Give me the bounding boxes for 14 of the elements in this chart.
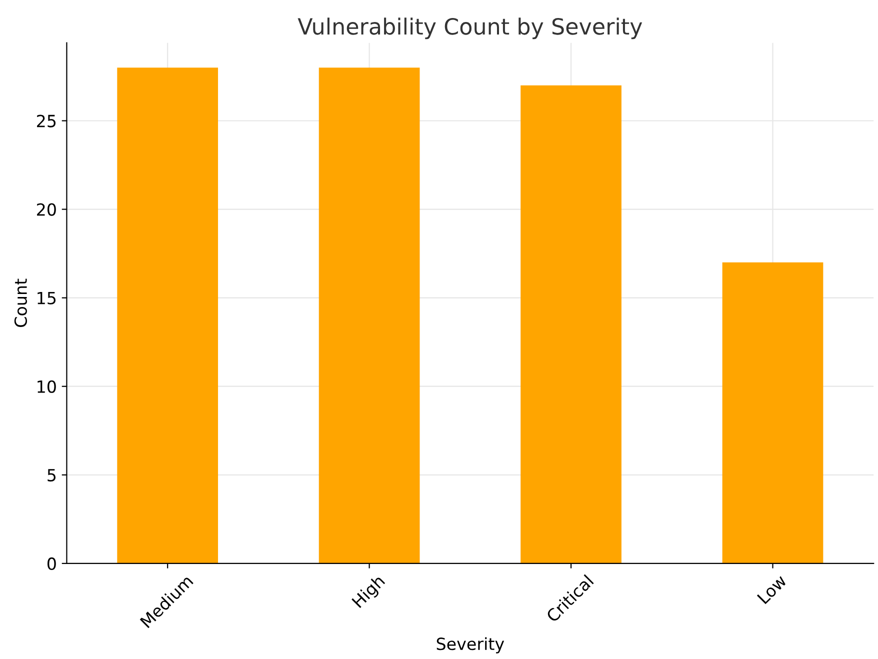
chart-title: Vulnerability Count by Severity [298, 18, 642, 40]
x-axis-title: Severity [436, 637, 504, 654]
y-tick-label: 20 [37, 203, 56, 216]
x-tick-label: Low [756, 574, 788, 604]
y-tick-label: 10 [38, 380, 56, 393]
bar [520, 85, 622, 564]
y-tick-label: 25 [37, 114, 56, 128]
bar [117, 68, 218, 564]
y-tick-label: 5 [48, 469, 56, 482]
y-axis-title: Count [14, 278, 28, 327]
y-tick-label: 15 [38, 292, 56, 304]
y-tick-label: 0 [48, 557, 56, 570]
bar [318, 68, 420, 564]
bar [722, 262, 824, 564]
